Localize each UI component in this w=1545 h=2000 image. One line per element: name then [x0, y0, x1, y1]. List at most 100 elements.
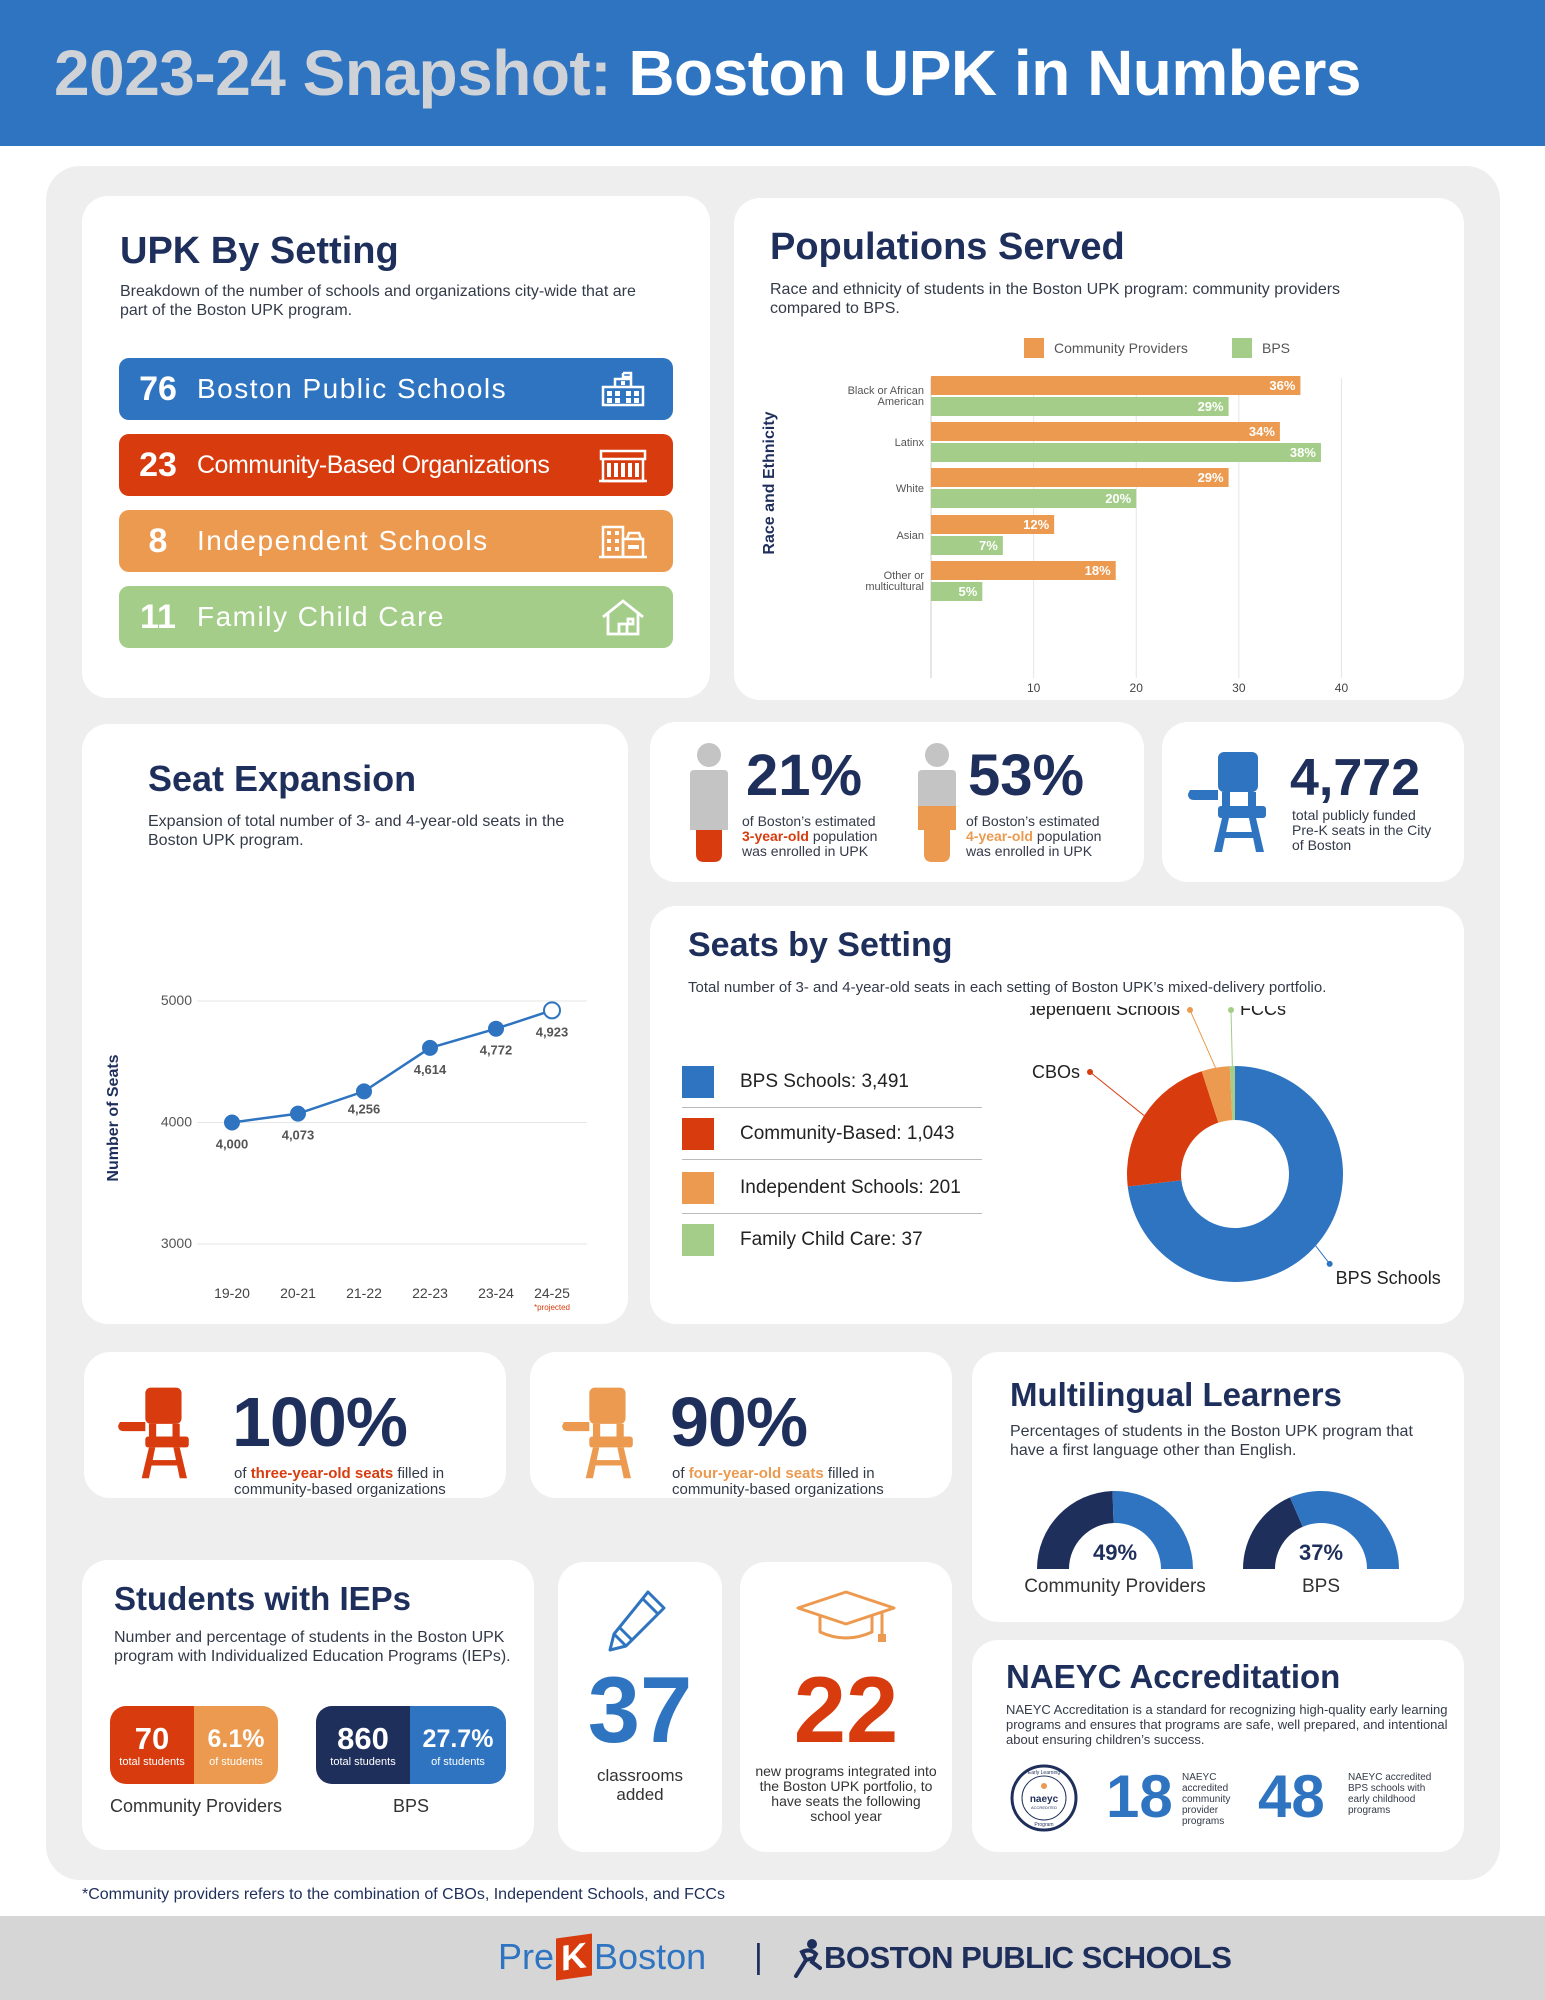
cbo-dot [1087, 1069, 1093, 1075]
school-desk-icon [1188, 752, 1266, 852]
setting-label: Boston Public Schools [197, 373, 508, 404]
seat-expansion-chart: 3000 4000 5000 4,000 19-20 4,073 20-21 4,256 21-… [105, 992, 587, 1314]
data-label-2: 4,256 [348, 1101, 381, 1116]
data-point-1 [290, 1105, 306, 1122]
category-label-2: White [896, 483, 924, 495]
bar-label-3-1: 7% [979, 538, 998, 553]
graduation-cap-icon [796, 1590, 896, 1642]
legend-swatch [682, 1171, 714, 1204]
four-year-text: of Boston’s estimated 4-year-old populat… [966, 813, 1102, 859]
setting-count: 11 [140, 597, 176, 636]
bar-4-0 [931, 561, 1116, 580]
four-year-filled-pct: 90% [670, 1383, 808, 1461]
badge-top-text: Early Learning [1028, 1770, 1060, 1776]
bps-gauge-value: 37% [1298, 1540, 1344, 1565]
fcc-leader [1230, 1009, 1233, 1067]
legend-label-0: Community Providers [1054, 340, 1188, 356]
bar-label-1-1: 38% [1290, 445, 1316, 460]
legend-label-1: BPS [1262, 340, 1290, 356]
seats-by-setting-card: Seats by Setting Total number of 3- and … [650, 906, 1464, 1324]
data-point-2 [356, 1083, 372, 1100]
data-point-5 [543, 1001, 561, 1020]
setting-label: Community-Based Organizations [197, 450, 550, 479]
cbo-callout: CBOs [1032, 1062, 1080, 1082]
cp-iep-pct: 6.1% of students [194, 1706, 278, 1784]
bps-gauge [1243, 1491, 1399, 1569]
enrollment-stats-card: 21% of Boston’s estimated 3-year-old pop… [650, 722, 1144, 882]
bar-label-2-1: 20% [1105, 491, 1131, 506]
bar-2-1 [931, 489, 1137, 508]
populations-title: Populations Served [770, 226, 1125, 268]
setting-label: Independent Schools [197, 525, 489, 556]
total-seats-text: total publicly funded Pre-K seats in the… [1292, 807, 1432, 853]
legend-swatch [682, 1224, 714, 1256]
bar-label-0-0: 36% [1269, 378, 1295, 393]
header-banner: 2023-24 Snapshot: Boston UPK in Numbers [0, 0, 1545, 146]
three-year-person-icon [690, 743, 728, 862]
bar-label-2-0: 29% [1198, 470, 1224, 485]
setting-bar-cbo: 23 Community-Based Organizations [119, 434, 673, 496]
gauge-cp-filled [1037, 1491, 1114, 1569]
bar-label-1-0: 34% [1249, 424, 1275, 439]
upk-setting-title: UPK By Setting [120, 230, 399, 272]
school-building-icon [601, 371, 645, 407]
gauge-bps-remaining [1290, 1491, 1399, 1569]
fcc-dot [1228, 1007, 1234, 1013]
bar-3-1 [931, 536, 1003, 555]
populations-chart: Community Providers BPS 10 20 30 40 36% 29% Blac… [761, 338, 1348, 695]
x-tick-label-1: 20-21 [280, 1285, 316, 1301]
programs-card: 22 new programs integrated into the Bost… [740, 1562, 952, 1852]
independent-callout: Independent Schools [1030, 1006, 1180, 1019]
seat-expansion-card: Seat Expansion Expansion of total number… [82, 724, 628, 1324]
gauge-cp-remaining [1112, 1491, 1193, 1569]
x-axis-title: School Year [346, 1311, 443, 1314]
naeyc-cp-text: NAEYC accredited community provider prog… [1182, 1772, 1231, 1827]
three-year-filled-pct: 100% [232, 1383, 408, 1461]
setting-count: 76 [139, 369, 177, 408]
x-tick-label-3: 22-23 [412, 1285, 448, 1301]
setting-label: Family Child Care [197, 601, 445, 632]
legend-label: BPS Schools: 3,491 [740, 1070, 909, 1092]
bps-logo-text: BOSTON PUBLIC SCHOOLS [824, 1940, 1232, 1975]
four-year-pct: 53% [968, 743, 1085, 808]
legend-swatch-0 [1024, 338, 1044, 358]
x-tick-label: 30 [1232, 681, 1246, 695]
x-tick-label-0: 19-20 [214, 1285, 250, 1301]
three-year-filled-text: of three-year-old seats filled in communi… [234, 1465, 446, 1498]
bar-label-4-0: 18% [1085, 563, 1111, 578]
storefront-icon [599, 449, 647, 483]
y-tick-label: 4000 [161, 1114, 192, 1130]
y-tick-label: 5000 [161, 992, 192, 1008]
legend-label: Family Child Care: 37 [740, 1229, 923, 1250]
y-tick-label: 3000 [161, 1235, 192, 1251]
badge-bottom-text: Program [1034, 1822, 1053, 1828]
bar-1-1 [931, 443, 1321, 462]
legend-row-cbo: Community-Based: 1,043 [682, 1108, 982, 1160]
data-label-1: 4,073 [282, 1128, 315, 1143]
badge-small-text: ACCREDITED [1031, 1805, 1057, 1810]
bps-dot [1326, 1260, 1333, 1267]
gauge-bps-filled [1243, 1497, 1303, 1569]
four-year-person-icon [918, 743, 956, 862]
data-point-4 [488, 1020, 504, 1037]
page-title: 2023-24 Snapshot: Boston UPK in Numbers [54, 36, 1361, 110]
bar-2-0 [931, 468, 1229, 487]
seat-expansion-title: Seat Expansion [148, 758, 417, 799]
data-label-4: 4,772 [480, 1043, 513, 1058]
legend-swatch-1 [1232, 338, 1252, 358]
four-year-filled-card: 90% of four-year-old seats filled in comm… [530, 1352, 952, 1498]
bps-gauge-label: BPS [1301, 1576, 1341, 1597]
badge-mid-text: naeyc [1030, 1794, 1059, 1805]
data-point-0 [224, 1114, 240, 1131]
four-year-filled-text: of four-year-old seats filled in communit… [672, 1465, 884, 1498]
cp-iep-label: Community Providers [109, 1796, 283, 1816]
legend-row-bps: BPS Schools: 3,491 [682, 1056, 982, 1108]
naeyc-subtitle: NAEYC Accreditation is a standard for re… [1006, 1702, 1448, 1747]
classrooms-value: 37 [587, 1657, 693, 1762]
seat-line [231, 1009, 553, 1124]
naeyc-bps-text: NAEYC accredited BPS schools with early … [1348, 1772, 1432, 1816]
fcc-callout: FCCs [1240, 1006, 1286, 1019]
setting-bar-independent: 8 Independent Schools [119, 510, 673, 572]
x-tick-label-2: 21-22 [346, 1285, 382, 1301]
community-gauge-value: 49% [1092, 1540, 1138, 1565]
